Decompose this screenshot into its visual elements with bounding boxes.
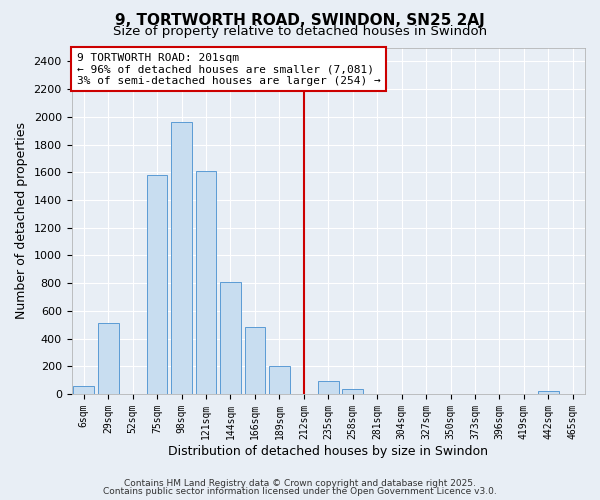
Bar [171, 122, 192, 394]
Bar [318, 381, 338, 394]
Bar [538, 391, 559, 394]
Bar [343, 389, 363, 394]
Text: Contains HM Land Registry data © Crown copyright and database right 2025.: Contains HM Land Registry data © Crown c… [124, 478, 476, 488]
Bar [147, 175, 167, 394]
Y-axis label: Number of detached properties: Number of detached properties [15, 122, 28, 319]
Text: Size of property relative to detached houses in Swindon: Size of property relative to detached ho… [113, 25, 487, 38]
Bar [269, 366, 290, 394]
Text: Contains public sector information licensed under the Open Government Licence v3: Contains public sector information licen… [103, 487, 497, 496]
Bar [196, 171, 217, 394]
X-axis label: Distribution of detached houses by size in Swindon: Distribution of detached houses by size … [168, 444, 488, 458]
Bar [98, 324, 119, 394]
Bar [73, 386, 94, 394]
Text: 9, TORTWORTH ROAD, SWINDON, SN25 2AJ: 9, TORTWORTH ROAD, SWINDON, SN25 2AJ [115, 12, 485, 28]
Bar [220, 282, 241, 394]
Text: 9 TORTWORTH ROAD: 201sqm
← 96% of detached houses are smaller (7,081)
3% of semi: 9 TORTWORTH ROAD: 201sqm ← 96% of detach… [77, 52, 380, 86]
Bar [245, 328, 265, 394]
